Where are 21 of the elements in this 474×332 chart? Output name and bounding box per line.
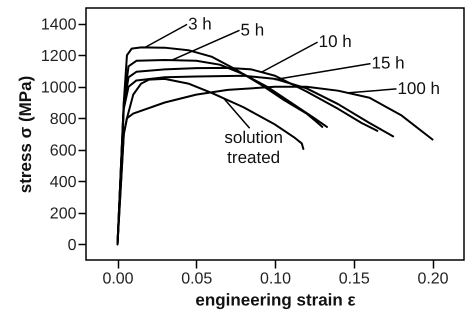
x-tick-label: 0.15 bbox=[338, 270, 370, 288]
y-tick-label: 1200 bbox=[40, 48, 77, 65]
x-axis-title: engineering strain ε bbox=[195, 290, 356, 310]
y-tick-label: 400 bbox=[50, 174, 77, 191]
x-tick-label: 0.20 bbox=[417, 270, 449, 288]
y-tick-label: 800 bbox=[50, 110, 77, 128]
y-tick-label: 0 bbox=[68, 236, 77, 254]
y-axis-title: stress σ (MPa) bbox=[16, 76, 35, 194]
annotation: solution treated bbox=[224, 128, 283, 168]
x-tick-label: 0.10 bbox=[260, 270, 292, 288]
annotation: 5 h bbox=[240, 20, 264, 40]
annotation: 15 h bbox=[372, 54, 405, 73]
y-tick-label: 600 bbox=[50, 142, 77, 160]
annotation: 100 h bbox=[397, 78, 440, 98]
x-tick-label: 0.05 bbox=[181, 270, 212, 288]
y-tick-label: 1000 bbox=[40, 79, 77, 96]
y-tick-label: 200 bbox=[50, 205, 77, 222]
annotation: 10 h bbox=[318, 32, 352, 52]
annotation: 3 h bbox=[188, 14, 212, 34]
y-tick-label: 1400 bbox=[40, 16, 77, 34]
x-tick-label: 0.00 bbox=[102, 270, 134, 288]
